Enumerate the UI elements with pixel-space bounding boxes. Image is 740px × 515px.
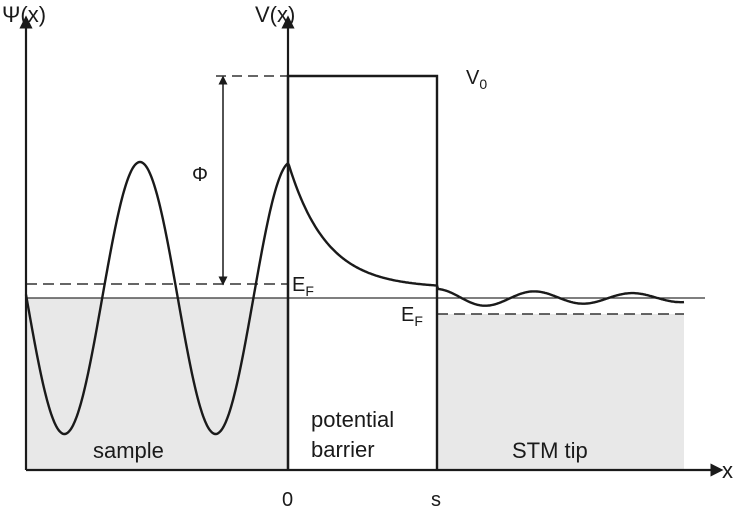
tip-region-label: STM tip — [512, 438, 588, 463]
x-axis-label: x — [722, 458, 733, 483]
sample-filled-region — [26, 298, 288, 470]
wavefunction-curve — [24, 160, 685, 436]
work-function-label: Φ — [192, 164, 208, 186]
tick-origin-label: 0 — [282, 489, 293, 511]
sample-fermi-label: EF — [292, 274, 314, 299]
barrier-region-label: potential barrier — [311, 407, 400, 462]
v0-label: V0 — [466, 67, 487, 92]
sample-region-label: sample — [93, 438, 164, 463]
potential-axis-label: V(x) — [255, 2, 295, 27]
tick-barrier-width-label: s — [431, 489, 441, 511]
tip-filled-region — [437, 314, 684, 470]
tip-fermi-label: EF — [401, 304, 423, 329]
psi-axis-label: Ψ(x) — [2, 2, 46, 27]
